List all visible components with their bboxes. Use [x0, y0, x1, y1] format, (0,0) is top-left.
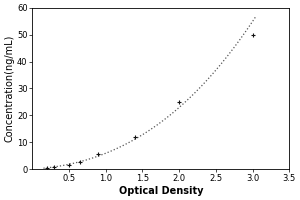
X-axis label: Optical Density: Optical Density: [118, 186, 203, 196]
Y-axis label: Concentration(ng/mL): Concentration(ng/mL): [4, 35, 14, 142]
